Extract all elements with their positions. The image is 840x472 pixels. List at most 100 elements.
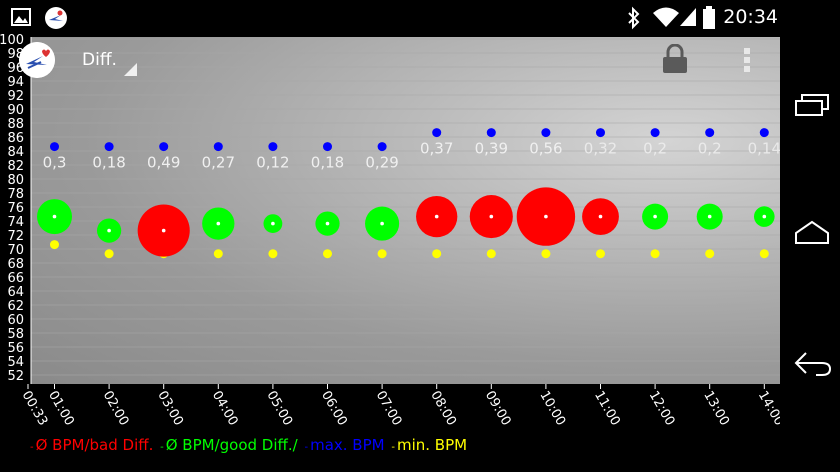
x-tick-label: 10:00: [536, 389, 568, 429]
diff-label: 0,18: [311, 154, 344, 172]
signal-icon: [680, 8, 696, 26]
max-bpm-point: [486, 128, 496, 138]
min-bpm-point: [323, 249, 332, 259]
max-bpm-point: [432, 128, 442, 138]
x-tick-label: 04:00: [209, 389, 241, 429]
avg-bpm-center: [161, 228, 166, 233]
battery-icon: [703, 6, 715, 29]
diff-label: 0,2: [643, 140, 667, 158]
y-tick-label: 60: [7, 313, 24, 328]
diff-label: 0,37: [420, 140, 453, 158]
x-tick-label: 13:00: [700, 389, 732, 429]
avg-bpm-center: [216, 221, 221, 226]
y-tick-label: 90: [7, 103, 24, 118]
min-bpm-point: [759, 249, 769, 259]
x-tick-label: 00:33: [19, 389, 51, 429]
legend-marker-good: -: [160, 442, 164, 453]
y-tick-label: 56: [7, 341, 24, 356]
x-tick-label: 11:00: [591, 389, 623, 429]
avg-bpm-center: [653, 214, 657, 219]
diff-label: 0,29: [365, 154, 398, 172]
y-tick-label: 92: [7, 89, 24, 104]
back-icon[interactable]: [792, 349, 832, 379]
avg-bpm-center: [434, 214, 439, 219]
wifi-icon: [653, 7, 679, 27]
avg-bpm-center: [52, 214, 57, 219]
y-tick-label: 100: [0, 33, 24, 48]
y-tick-label: 70: [7, 243, 24, 258]
max-bpm-point: [705, 128, 715, 138]
x-tick-label: 12:00: [646, 389, 678, 429]
legend-min: min. BPM: [396, 436, 468, 454]
min-bpm-point: [596, 249, 605, 259]
max-bpm-point: [323, 142, 332, 152]
x-tick-label: 07:00: [373, 389, 405, 429]
status-bar: 20:34: [0, 0, 840, 34]
avg-bpm-center: [762, 214, 767, 219]
min-bpm-point: [268, 249, 278, 259]
min-bpm-point: [705, 249, 715, 259]
x-tick-label: 09:00: [482, 389, 514, 429]
x-tick-label: 02:00: [100, 389, 132, 429]
x-tick-label: 06:00: [318, 389, 350, 429]
min-bpm-point: [486, 249, 496, 259]
y-tick-label: 76: [7, 201, 24, 216]
diff-label: 0,56: [529, 140, 562, 158]
min-bpm-point: [650, 249, 660, 259]
diff-label: 0,18: [92, 154, 125, 172]
max-bpm-point: [650, 128, 660, 138]
y-tick-label: 78: [7, 187, 24, 202]
max-bpm-point: [759, 128, 769, 138]
y-tick-label: 52: [7, 369, 24, 384]
recent-apps-icon[interactable]: [794, 93, 830, 117]
app-logo-icon[interactable]: [19, 42, 55, 78]
chart-legend: -Ø BPM/bad Diff. -Ø BPM/good Diff./ - max…: [30, 436, 469, 454]
diff-label: 0,2: [698, 140, 722, 158]
bluetooth-icon: [628, 6, 640, 30]
view-selector[interactable]: Diff.: [82, 50, 117, 70]
y-tick-label: 66: [7, 271, 24, 286]
max-bpm-point: [213, 142, 223, 152]
avg-bpm-center: [489, 214, 494, 219]
diff-label: 0,39: [475, 140, 508, 158]
x-tick-label: 05:00: [263, 389, 295, 429]
min-bpm-point: [377, 249, 387, 259]
max-bpm-point: [268, 142, 278, 152]
y-tick-label: 64: [7, 285, 24, 300]
y-tick-label: 80: [7, 173, 24, 188]
max-bpm-point: [377, 142, 387, 152]
min-bpm-point: [432, 249, 442, 259]
y-tick-label: 54: [7, 355, 24, 370]
app-notification-icon: [45, 7, 67, 29]
y-tick-label: 62: [7, 299, 24, 314]
min-bpm-point: [50, 240, 59, 250]
legend-marker-max: -: [304, 442, 309, 453]
diff-label: 0,14: [748, 140, 781, 158]
x-tick-label: 01:00: [45, 389, 77, 429]
x-tick-label: 03:00: [154, 389, 186, 429]
max-bpm-point: [541, 128, 551, 138]
min-bpm-point: [213, 249, 223, 259]
lock-icon[interactable]: [662, 44, 688, 74]
y-tick-label: 86: [7, 131, 24, 146]
y-tick-label: 58: [7, 327, 24, 342]
home-icon[interactable]: [794, 219, 830, 247]
y-tick-label: 68: [7, 257, 24, 272]
min-bpm-point: [104, 249, 114, 259]
max-bpm-point: [159, 142, 169, 152]
y-tick-label: 74: [7, 215, 24, 230]
min-bpm-point: [541, 249, 551, 259]
max-bpm-point: [50, 142, 59, 152]
y-tick-label: 84: [7, 145, 24, 160]
x-tick-label: 08:00: [427, 389, 459, 429]
avg-bpm-center: [325, 221, 330, 226]
max-bpm-point: [104, 142, 114, 152]
legend-bad: Ø BPM/bad Diff.: [35, 436, 154, 454]
legend-max: max. BPM: [310, 436, 385, 454]
avg-bpm-center: [707, 214, 712, 219]
diff-label: 0,3: [43, 154, 67, 172]
overflow-menu-icon[interactable]: [742, 46, 752, 74]
dropdown-caret-icon[interactable]: [124, 63, 137, 76]
legend-good: Ø BPM/good Diff./: [165, 436, 298, 454]
diff-label: 0,12: [256, 154, 289, 172]
